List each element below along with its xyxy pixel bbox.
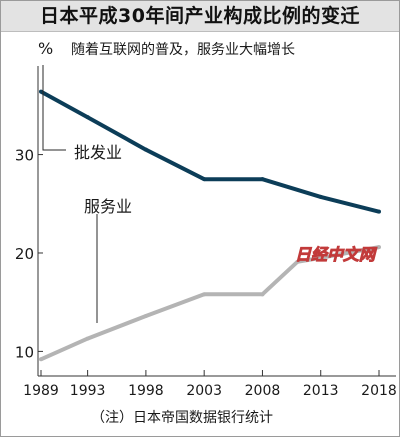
data-point bbox=[85, 336, 90, 341]
x-tick-label: 1998 bbox=[128, 383, 164, 399]
data-point bbox=[39, 357, 43, 362]
x-tick-label: 1993 bbox=[70, 383, 106, 399]
data-point bbox=[202, 292, 207, 297]
series-line-service bbox=[40, 245, 380, 362]
x-tick-label: 1989 bbox=[23, 383, 59, 399]
x-tick-label: 2003 bbox=[186, 383, 222, 399]
label-leader-wholesale bbox=[42, 65, 66, 151]
data-point bbox=[377, 209, 381, 214]
x-axis-ticks: 1989 1993 1998 2003 2008 2013 2018 bbox=[23, 370, 397, 399]
y-axis-ticks: 10 20 30 bbox=[15, 147, 43, 361]
series-label-wholesale: 批发业 bbox=[74, 143, 122, 162]
data-point bbox=[85, 115, 90, 120]
y-tick-label: 30 bbox=[15, 147, 34, 165]
y-tick-label: 20 bbox=[15, 245, 34, 263]
series-lines bbox=[39, 89, 381, 362]
data-point bbox=[39, 89, 43, 94]
data-point bbox=[295, 259, 300, 264]
chart-title: 日本平成30年间产业构成比例的变迁 bbox=[1, 1, 399, 32]
data-point bbox=[318, 255, 323, 260]
series-label-service: 服务业 bbox=[84, 197, 132, 216]
data-point bbox=[260, 292, 265, 297]
x-tick-label: 2013 bbox=[303, 383, 339, 399]
x-tick-label: 2008 bbox=[245, 383, 281, 399]
chart-subtitle: 随着互联网的普及，服务业大幅增长 bbox=[71, 42, 295, 58]
line-chart: % 随着互联网的普及，服务业大幅增长 10 20 30 1989 1993 1998 20… bbox=[15, 39, 397, 426]
y-tick-label: 10 bbox=[15, 343, 34, 361]
source-note: （注）日本帝国数据银行统计 bbox=[91, 410, 273, 426]
data-point bbox=[260, 177, 265, 182]
data-point bbox=[318, 194, 323, 199]
data-point bbox=[202, 177, 207, 182]
data-point bbox=[143, 313, 148, 318]
y-axis-unit: % bbox=[38, 39, 53, 58]
x-tick-label: 2018 bbox=[361, 383, 397, 399]
data-point bbox=[377, 245, 381, 250]
data-point bbox=[143, 147, 148, 152]
watermark-logo: 日经中文网 bbox=[295, 245, 378, 264]
